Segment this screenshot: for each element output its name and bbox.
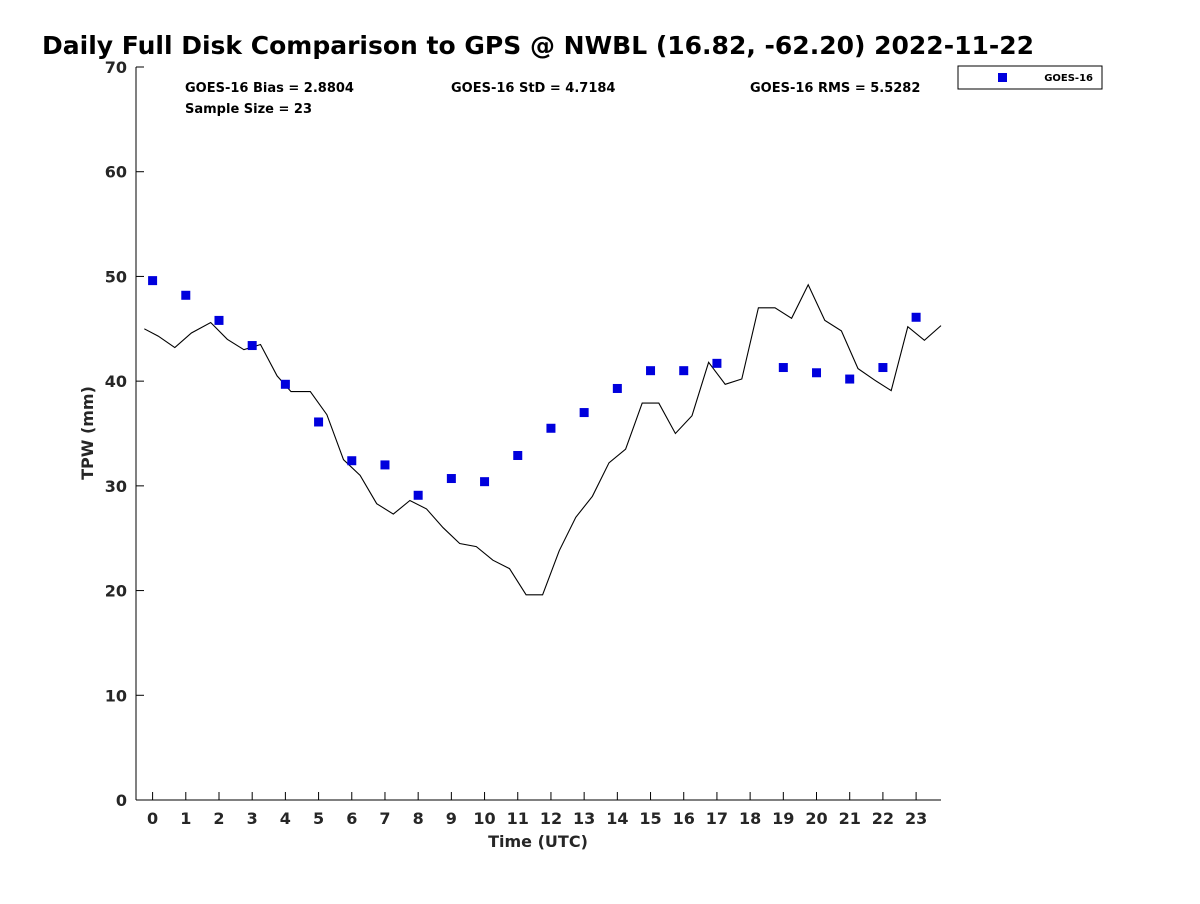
x-tick-label: 7 bbox=[379, 809, 390, 828]
y-axis-label: TPW (mm) bbox=[78, 386, 97, 480]
x-tick-label: 2 bbox=[213, 809, 224, 828]
y-tick-label: 60 bbox=[105, 163, 127, 182]
line-series bbox=[144, 283, 942, 596]
stat-std: GOES-16 StD = 4.7184 bbox=[451, 81, 615, 96]
x-tick-label: 10 bbox=[473, 809, 495, 828]
y-tick-label: 30 bbox=[105, 477, 127, 496]
data-point bbox=[845, 374, 855, 384]
y-tick-label: 0 bbox=[116, 791, 127, 810]
data-point bbox=[380, 460, 390, 470]
x-tick-label: 1 bbox=[180, 809, 191, 828]
x-tick-label: 21 bbox=[839, 809, 861, 828]
data-point bbox=[778, 363, 788, 373]
x-tick-label: 11 bbox=[507, 809, 529, 828]
data-point bbox=[546, 423, 556, 433]
data-point bbox=[148, 276, 158, 286]
x-tick-label: 20 bbox=[805, 809, 827, 828]
x-tick-label: 22 bbox=[872, 809, 894, 828]
data-point bbox=[878, 363, 888, 373]
x-tick-label: 17 bbox=[706, 809, 728, 828]
series-layer bbox=[144, 276, 942, 596]
y-tick-label: 40 bbox=[105, 372, 127, 391]
data-point bbox=[513, 450, 523, 460]
x-tick-label: 14 bbox=[606, 809, 628, 828]
x-tick-label: 0 bbox=[147, 809, 158, 828]
chart-title: Daily Full Disk Comparison to GPS @ NWBL… bbox=[42, 31, 1034, 60]
data-point bbox=[812, 368, 822, 378]
data-point bbox=[911, 312, 921, 322]
x-tick-label: 13 bbox=[573, 809, 595, 828]
stat-rms: GOES-16 RMS = 5.5282 bbox=[750, 81, 920, 96]
x-tick-label: 5 bbox=[313, 809, 324, 828]
y-tick-label: 70 bbox=[105, 58, 127, 77]
legend: GOES-16 bbox=[957, 65, 1103, 90]
stat-sample-size: Sample Size = 23 bbox=[185, 102, 312, 117]
data-point bbox=[480, 477, 490, 487]
x-axis-ticks: 0 1 2 3 4 5 6 7 8 9 10 11 12 13 14 15 16 17 18 19 20 21 22 23 bbox=[147, 792, 927, 828]
data-point bbox=[679, 366, 689, 376]
y-tick-label: 10 bbox=[105, 686, 127, 705]
data-point bbox=[280, 379, 290, 389]
y-tick-label: 50 bbox=[105, 267, 127, 286]
legend-marker bbox=[998, 73, 1007, 82]
x-tick-label: 16 bbox=[673, 809, 695, 828]
data-point bbox=[446, 474, 456, 484]
x-tick-label: 3 bbox=[247, 809, 258, 828]
x-axis-label: Time (UTC) bbox=[488, 832, 588, 851]
x-tick-label: 6 bbox=[346, 809, 357, 828]
x-tick-label: 9 bbox=[446, 809, 457, 828]
data-point bbox=[413, 490, 423, 500]
x-tick-label: 15 bbox=[639, 809, 661, 828]
data-point bbox=[181, 290, 191, 300]
legend-label: GOES-16 bbox=[1044, 73, 1093, 84]
data-point bbox=[314, 417, 324, 427]
data-point bbox=[579, 408, 589, 418]
x-tick-label: 12 bbox=[540, 809, 562, 828]
stat-bias: GOES-16 Bias = 2.8804 bbox=[185, 81, 354, 96]
y-tick-label: 20 bbox=[105, 582, 127, 601]
data-point bbox=[646, 366, 656, 376]
x-tick-label: 4 bbox=[280, 809, 291, 828]
x-tick-label: 8 bbox=[413, 809, 424, 828]
data-point bbox=[214, 315, 224, 325]
y-axis-ticks: 0 10 20 30 40 50 60 70 bbox=[105, 58, 144, 810]
data-point bbox=[712, 358, 722, 368]
x-tick-label: 18 bbox=[739, 809, 761, 828]
data-point bbox=[347, 456, 357, 466]
x-tick-label: 19 bbox=[772, 809, 794, 828]
legend-box bbox=[957, 65, 1103, 90]
data-point bbox=[247, 341, 257, 351]
data-point bbox=[612, 383, 622, 393]
x-tick-label: 23 bbox=[905, 809, 927, 828]
